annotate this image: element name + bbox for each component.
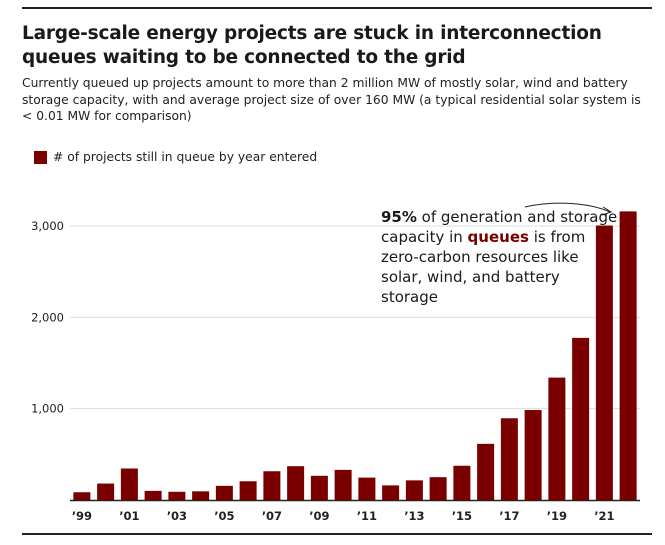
annotation: 95% of generation and storage capacity i… xyxy=(381,207,621,307)
bar-1999 xyxy=(73,492,91,500)
x-tick-label: ’07 xyxy=(262,509,282,523)
y-tick-label: 1,000 xyxy=(31,402,64,416)
annotation-percent: 95% xyxy=(381,208,417,226)
bar-2016 xyxy=(477,443,495,500)
bar-2001 xyxy=(120,468,138,500)
top-rule xyxy=(22,7,652,9)
x-tick-label: ’15 xyxy=(452,509,472,523)
x-tick-label: ’09 xyxy=(309,509,329,523)
annotation-arrow xyxy=(524,202,611,213)
bar-2004 xyxy=(192,491,210,500)
bar-2022 xyxy=(619,211,637,501)
annotation-text-1: of generation and storage capacity in xyxy=(381,208,618,246)
bar-2002 xyxy=(144,490,162,500)
annotation-highlight: queues xyxy=(467,228,529,246)
x-tick-label: ’21 xyxy=(594,509,614,523)
bar-2007 xyxy=(263,471,281,500)
bar-2003 xyxy=(168,491,186,500)
x-tick-label: ’99 xyxy=(72,509,92,523)
chart-subtitle: Currently queued up projects amount to m… xyxy=(22,76,641,123)
legend: # of projects still in queue by year ent… xyxy=(34,150,317,164)
bar-2006 xyxy=(239,481,257,500)
x-tick-label: ’03 xyxy=(167,509,187,523)
bar-2014 xyxy=(429,477,447,500)
bar-2010 xyxy=(334,469,352,500)
x-tick-label: ’17 xyxy=(499,509,519,523)
x-tick-label: ’19 xyxy=(547,509,567,523)
annotation-arrowhead xyxy=(601,206,613,216)
y-tick-label: 2,000 xyxy=(31,310,64,324)
legend-swatch xyxy=(34,150,47,164)
bar-2008 xyxy=(287,466,305,500)
bar-2017 xyxy=(500,418,518,500)
bar-2015 xyxy=(453,465,471,500)
bar-2005 xyxy=(215,485,233,500)
bar-2013 xyxy=(405,480,423,500)
bar-2021 xyxy=(595,225,613,500)
annotation-text-2: is from zero-carbon resources like solar… xyxy=(381,228,586,306)
bottom-rule xyxy=(22,533,652,535)
bar-2018 xyxy=(524,410,542,500)
x-tick-label: ’01 xyxy=(119,509,139,523)
bar-2011 xyxy=(358,477,376,500)
bar-2020 xyxy=(572,337,590,500)
y-tick-label: 3,000 xyxy=(31,219,64,233)
chart-title: Large-scale energy projects are stuck in… xyxy=(22,23,602,68)
bar-2019 xyxy=(548,377,566,500)
x-tick-label: ’11 xyxy=(357,509,377,523)
legend-label: # of projects still in queue by year ent… xyxy=(53,150,318,164)
bar-2012 xyxy=(382,485,400,500)
bar-2009 xyxy=(310,475,328,500)
x-tick-label: ’05 xyxy=(214,509,234,523)
bar-2000 xyxy=(97,483,115,500)
x-tick-label: ’13 xyxy=(404,509,424,523)
